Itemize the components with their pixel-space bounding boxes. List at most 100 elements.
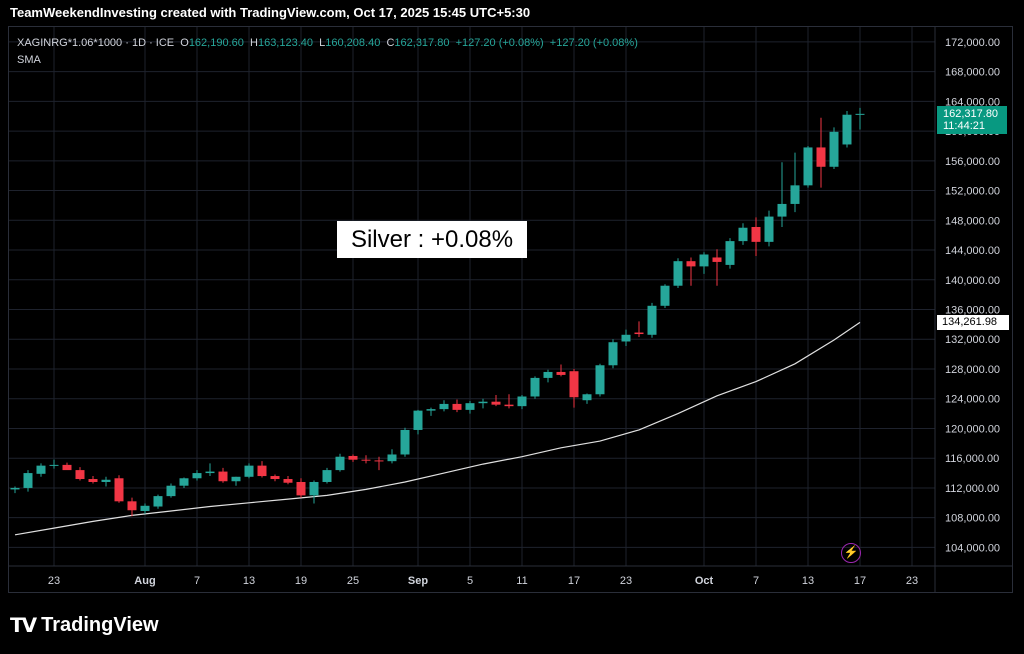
candle-body[interactable] — [270, 476, 280, 480]
candle-body[interactable] — [452, 403, 462, 410]
candle-body[interactable] — [49, 464, 59, 466]
candle-body[interactable] — [413, 410, 423, 430]
candle-body[interactable] — [244, 465, 254, 477]
candle-body[interactable] — [660, 285, 670, 306]
candle-body[interactable] — [75, 470, 85, 480]
candle-body[interactable] — [712, 257, 722, 262]
candle-body[interactable] — [140, 505, 150, 511]
candle-body[interactable] — [101, 479, 111, 482]
candle-body[interactable] — [231, 476, 241, 482]
candle-body[interactable] — [751, 226, 761, 242]
candle-body[interactable] — [764, 216, 774, 242]
candle-body[interactable] — [738, 227, 748, 242]
legend-low-label: L — [319, 37, 326, 49]
sma-indicator-label[interactable]: SMA — [17, 54, 41, 66]
last-price-tag: 162,317.80 11:44:21 — [937, 105, 1007, 134]
candle-body[interactable] — [595, 365, 605, 395]
candle-body[interactable] — [842, 114, 852, 145]
candle-body[interactable] — [361, 459, 371, 461]
candle-body[interactable] — [322, 470, 332, 482]
candle-body[interactable] — [582, 394, 592, 401]
candle-body[interactable] — [673, 261, 683, 286]
legend-symbol: XAGINRG*1.06*1000 · 1D · ICE — [17, 37, 175, 49]
price-chart[interactable]: 104,000.00 108,000.00 112,000.00 116,000.00… — [0, 0, 1024, 600]
candle-body[interactable] — [205, 471, 215, 474]
candle-body[interactable] — [686, 261, 696, 267]
candle-body[interactable] — [62, 464, 72, 471]
candle-body[interactable] — [374, 460, 384, 462]
candle-body[interactable] — [426, 409, 436, 411]
candle-body[interactable] — [725, 241, 735, 265]
x-tick-label: Sep — [408, 575, 428, 587]
x-tick-label: 25 — [347, 575, 359, 587]
candle-body[interactable] — [283, 479, 293, 483]
candle-body[interactable] — [517, 396, 527, 407]
candle-body[interactable] — [530, 377, 540, 397]
y-tick-label: 140,000.00 — [945, 275, 1000, 287]
candle-body[interactable] — [296, 481, 306, 496]
legend-open-label: O — [180, 37, 189, 49]
legend-high: 163,123.40 — [257, 37, 314, 49]
candle-body[interactable] — [114, 478, 124, 502]
silver-annotation: Silver : +0.08% — [337, 221, 527, 258]
candle-body[interactable] — [569, 371, 579, 398]
candle-body[interactable] — [465, 403, 475, 410]
candle-body[interactable] — [478, 401, 488, 404]
y-tick-label: 108,000.00 — [945, 513, 1000, 525]
candle-body[interactable] — [491, 401, 501, 405]
candle-body[interactable] — [816, 147, 826, 167]
candle-body[interactable] — [777, 203, 787, 217]
x-tick-label: Oct — [695, 575, 714, 587]
candle-body[interactable] — [88, 479, 98, 482]
y-tick-label: 120,000.00 — [945, 423, 1000, 435]
candle-body[interactable] — [257, 465, 267, 477]
x-tick-label: 13 — [243, 575, 255, 587]
candle-body[interactable] — [179, 478, 189, 486]
x-tick-label: 7 — [753, 575, 759, 587]
x-tick-label: Aug — [134, 575, 155, 587]
lightning-icon[interactable]: ⚡ — [841, 543, 861, 563]
tradingview-brand: TradingView — [41, 613, 159, 636]
candle-body[interactable] — [309, 481, 319, 496]
candle-body[interactable] — [348, 455, 358, 460]
candle-body[interactable] — [400, 429, 410, 455]
candle-body[interactable] — [153, 496, 163, 507]
candle-body[interactable] — [218, 471, 228, 482]
candle-body[interactable] — [192, 473, 202, 479]
candle-body[interactable] — [543, 371, 553, 378]
legend-low: 160,208.40 — [325, 37, 381, 49]
candle-body[interactable] — [556, 371, 566, 375]
y-tick-label: 144,000.00 — [945, 245, 1000, 257]
candle-body[interactable] — [439, 403, 449, 410]
candle-body[interactable] — [10, 487, 20, 490]
x-tick-label: 23 — [906, 575, 918, 587]
y-tick-label: 128,000.00 — [945, 364, 1000, 376]
sma-value-tag: 134,261.98 — [937, 315, 1009, 331]
candle-body[interactable] — [127, 501, 137, 511]
candle-body[interactable] — [790, 185, 800, 204]
candle-body[interactable] — [166, 485, 176, 497]
y-tick-label: 156,000.00 — [945, 156, 1000, 168]
y-tick-label: 112,000.00 — [945, 483, 999, 495]
legend-change-alt: +127.20 (+0.08%) — [549, 37, 638, 49]
ohlc-legend: XAGINRG*1.06*1000 · 1D · ICE O162,190.60… — [17, 37, 638, 49]
candle-body[interactable] — [699, 254, 709, 267]
bar-countdown: 11:44:21 — [943, 119, 986, 132]
candle-body[interactable] — [335, 456, 345, 471]
candle-body[interactable] — [23, 473, 33, 488]
chart-credit: TeamWeekendInvesting created with Tradin… — [10, 5, 531, 20]
candle-body[interactable] — [803, 147, 813, 186]
candle-body[interactable] — [387, 454, 397, 462]
legend-close: 162,317.80 — [394, 37, 450, 49]
candle-body[interactable] — [855, 113, 865, 115]
candle-body[interactable] — [608, 342, 618, 366]
tv-mark-icon: 𝗧𝗩 — [10, 614, 37, 637]
candle-body[interactable] — [621, 334, 631, 342]
y-tick-label: 116,000.00 — [945, 453, 999, 465]
candle-body[interactable] — [647, 305, 657, 335]
legend-close-label: C — [386, 37, 395, 49]
candle-body[interactable] — [36, 465, 46, 474]
candle-body[interactable] — [634, 332, 644, 335]
candle-body[interactable] — [829, 131, 839, 167]
candle-body[interactable] — [504, 404, 514, 407]
